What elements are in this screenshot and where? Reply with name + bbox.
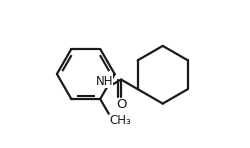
Text: CH₃: CH₃ <box>110 114 131 127</box>
Text: NH: NH <box>96 75 113 89</box>
Text: O: O <box>116 99 126 111</box>
